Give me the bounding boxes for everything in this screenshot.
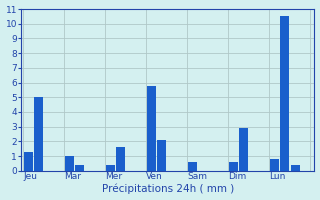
Bar [270, 159, 279, 171]
X-axis label: Précipitations 24h ( mm ): Précipitations 24h ( mm ) [102, 184, 234, 194]
Bar [157, 140, 166, 171]
Bar [34, 97, 44, 171]
Bar [65, 156, 74, 171]
Bar [147, 86, 156, 171]
Bar [229, 162, 238, 171]
Bar [188, 162, 197, 171]
Bar [239, 128, 248, 171]
Bar [106, 165, 115, 171]
Bar [116, 147, 125, 171]
Bar [75, 165, 84, 171]
Bar [291, 165, 300, 171]
Bar [24, 152, 33, 171]
Bar [280, 16, 289, 171]
